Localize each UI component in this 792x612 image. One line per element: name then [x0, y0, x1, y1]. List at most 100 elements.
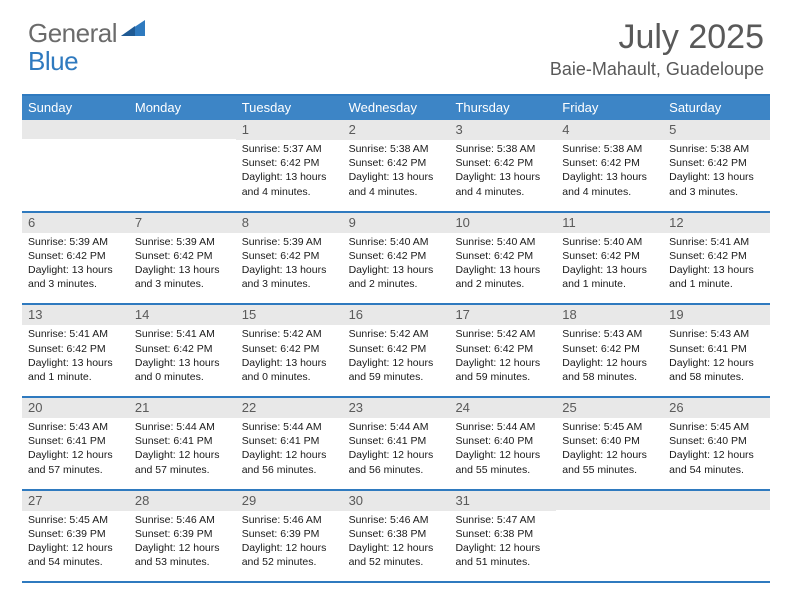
daylight-text: Daylight: 13 hours and 2 minutes.	[349, 263, 444, 291]
calendar-cell: 21Sunrise: 5:44 AMSunset: 6:41 PMDayligh…	[129, 398, 236, 489]
day-info: Sunrise: 5:38 AMSunset: 6:42 PMDaylight:…	[663, 140, 770, 199]
sunrise-text: Sunrise: 5:38 AM	[669, 142, 764, 156]
sunset-text: Sunset: 6:42 PM	[28, 342, 123, 356]
day-number: 20	[22, 398, 129, 418]
daylight-text: Daylight: 12 hours and 58 minutes.	[669, 356, 764, 384]
daylight-text: Daylight: 13 hours and 1 minute.	[562, 263, 657, 291]
sunrise-text: Sunrise: 5:39 AM	[28, 235, 123, 249]
calendar-cell: 13Sunrise: 5:41 AMSunset: 6:42 PMDayligh…	[22, 305, 129, 396]
day-header: Saturday	[663, 96, 770, 120]
calendar-cell: 6 Sunrise: 5:39 AMSunset: 6:42 PMDaylight…	[22, 213, 129, 304]
day-number: 12	[663, 213, 770, 233]
sunrise-text: Sunrise: 5:39 AM	[135, 235, 230, 249]
sunset-text: Sunset: 6:42 PM	[242, 342, 337, 356]
day-info: Sunrise: 5:40 AMSunset: 6:42 PMDaylight:…	[449, 233, 556, 292]
daylight-text: Daylight: 13 hours and 3 minutes.	[669, 170, 764, 198]
day-info: Sunrise: 5:44 AMSunset: 6:41 PMDaylight:…	[129, 418, 236, 477]
sunset-text: Sunset: 6:42 PM	[669, 249, 764, 263]
day-info: Sunrise: 5:46 AMSunset: 6:39 PMDaylight:…	[236, 511, 343, 570]
day-number: 19	[663, 305, 770, 325]
day-header-row: Sunday Monday Tuesday Wednesday Thursday…	[22, 96, 770, 120]
day-info: Sunrise: 5:44 AMSunset: 6:41 PMDaylight:…	[343, 418, 450, 477]
sunrise-text: Sunrise: 5:38 AM	[349, 142, 444, 156]
calendar-cell: 20Sunrise: 5:43 AMSunset: 6:41 PMDayligh…	[22, 398, 129, 489]
title-block: July 2025 Baie-Mahault, Guadeloupe	[550, 18, 764, 80]
sunrise-text: Sunrise: 5:41 AM	[28, 327, 123, 341]
sunset-text: Sunset: 6:38 PM	[349, 527, 444, 541]
daylight-text: Daylight: 13 hours and 3 minutes.	[242, 263, 337, 291]
sunset-text: Sunset: 6:42 PM	[562, 249, 657, 263]
calendar-cell: 8Sunrise: 5:39 AMSunset: 6:42 PMDaylight…	[236, 213, 343, 304]
logo-text-general: General	[28, 18, 117, 49]
sunrise-text: Sunrise: 5:43 AM	[28, 420, 123, 434]
sunrise-text: Sunrise: 5:46 AM	[242, 513, 337, 527]
daylight-text: Daylight: 12 hours and 56 minutes.	[242, 448, 337, 476]
sunset-text: Sunset: 6:42 PM	[28, 249, 123, 263]
sunset-text: Sunset: 6:42 PM	[455, 342, 550, 356]
sunset-text: Sunset: 6:41 PM	[135, 434, 230, 448]
sunrise-text: Sunrise: 5:45 AM	[669, 420, 764, 434]
calendar-cell: 23Sunrise: 5:44 AMSunset: 6:41 PMDayligh…	[343, 398, 450, 489]
day-info: Sunrise: 5:42 AMSunset: 6:42 PMDaylight:…	[343, 325, 450, 384]
day-info: Sunrise: 5:44 AMSunset: 6:40 PMDaylight:…	[449, 418, 556, 477]
week-row: 1Sunrise: 5:37 AMSunset: 6:42 PMDaylight…	[22, 120, 770, 213]
day-info: Sunrise: 5:43 AMSunset: 6:41 PMDaylight:…	[22, 418, 129, 477]
sunset-text: Sunset: 6:42 PM	[135, 249, 230, 263]
day-info: Sunrise: 5:46 AMSunset: 6:39 PMDaylight:…	[129, 511, 236, 570]
sunset-text: Sunset: 6:42 PM	[135, 342, 230, 356]
day-number: 13	[22, 305, 129, 325]
calendar-cell: 30Sunrise: 5:46 AMSunset: 6:38 PMDayligh…	[343, 491, 450, 582]
sunset-text: Sunset: 6:40 PM	[669, 434, 764, 448]
week-row: 27Sunrise: 5:45 AMSunset: 6:39 PMDayligh…	[22, 491, 770, 584]
day-number: 16	[343, 305, 450, 325]
day-number: 6	[22, 213, 129, 233]
sunset-text: Sunset: 6:41 PM	[669, 342, 764, 356]
sunrise-text: Sunrise: 5:44 AM	[455, 420, 550, 434]
daylight-text: Daylight: 13 hours and 2 minutes.	[455, 263, 550, 291]
sunrise-text: Sunrise: 5:44 AM	[242, 420, 337, 434]
day-info: Sunrise: 5:45 AMSunset: 6:40 PMDaylight:…	[663, 418, 770, 477]
day-info: Sunrise: 5:44 AMSunset: 6:41 PMDaylight:…	[236, 418, 343, 477]
calendar: Sunday Monday Tuesday Wednesday Thursday…	[22, 94, 770, 583]
sunrise-text: Sunrise: 5:43 AM	[562, 327, 657, 341]
sunset-text: Sunset: 6:42 PM	[349, 342, 444, 356]
daylight-text: Daylight: 12 hours and 56 minutes.	[349, 448, 444, 476]
day-number: 24	[449, 398, 556, 418]
sunrise-text: Sunrise: 5:47 AM	[455, 513, 550, 527]
week-row: 6Sunrise: 5:39 AMSunset: 6:42 PMDaylight…	[22, 213, 770, 306]
calendar-cell: 7 Sunrise: 5:39 AMSunset: 6:42 PMDaylight…	[129, 213, 236, 304]
daylight-text: Daylight: 12 hours and 52 minutes.	[242, 541, 337, 569]
day-info: Sunrise: 5:41 AMSunset: 6:42 PMDaylight:…	[22, 325, 129, 384]
sunrise-text: Sunrise: 5:40 AM	[349, 235, 444, 249]
daylight-text: Daylight: 13 hours and 3 minutes.	[135, 263, 230, 291]
sunset-text: Sunset: 6:42 PM	[562, 342, 657, 356]
day-number: 23	[343, 398, 450, 418]
day-number: 15	[236, 305, 343, 325]
day-header: Thursday	[449, 96, 556, 120]
calendar-cell: 9Sunrise: 5:40 AMSunset: 6:42 PMDaylight…	[343, 213, 450, 304]
sunrise-text: Sunrise: 5:38 AM	[455, 142, 550, 156]
sunrise-text: Sunrise: 5:41 AM	[669, 235, 764, 249]
calendar-cell: 29Sunrise: 5:46 AMSunset: 6:39 PMDayligh…	[236, 491, 343, 582]
day-number: 7	[129, 213, 236, 233]
daylight-text: Daylight: 12 hours and 54 minutes.	[28, 541, 123, 569]
sunrise-text: Sunrise: 5:37 AM	[242, 142, 337, 156]
calendar-cell: 27Sunrise: 5:45 AMSunset: 6:39 PMDayligh…	[22, 491, 129, 582]
calendar-cell: 28Sunrise: 5:46 AMSunset: 6:39 PMDayligh…	[129, 491, 236, 582]
sunrise-text: Sunrise: 5:44 AM	[349, 420, 444, 434]
daylight-text: Daylight: 13 hours and 1 minute.	[669, 263, 764, 291]
day-info: Sunrise: 5:43 AMSunset: 6:41 PMDaylight:…	[663, 325, 770, 384]
daylight-text: Daylight: 13 hours and 3 minutes.	[28, 263, 123, 291]
day-info: Sunrise: 5:43 AMSunset: 6:42 PMDaylight:…	[556, 325, 663, 384]
daylight-text: Daylight: 12 hours and 53 minutes.	[135, 541, 230, 569]
calendar-cell: 12 Sunrise: 5:41 AMSunset: 6:42 PMDayligh…	[663, 213, 770, 304]
sunrise-text: Sunrise: 5:46 AM	[349, 513, 444, 527]
day-number: 27	[22, 491, 129, 511]
calendar-cell: 31Sunrise: 5:47 AMSunset: 6:38 PMDayligh…	[449, 491, 556, 582]
calendar-cell: 3Sunrise: 5:38 AMSunset: 6:42 PMDaylight…	[449, 120, 556, 211]
day-number: 31	[449, 491, 556, 511]
calendar-cell	[556, 491, 663, 582]
day-number: 2	[343, 120, 450, 140]
day-header: Friday	[556, 96, 663, 120]
sunset-text: Sunset: 6:40 PM	[455, 434, 550, 448]
